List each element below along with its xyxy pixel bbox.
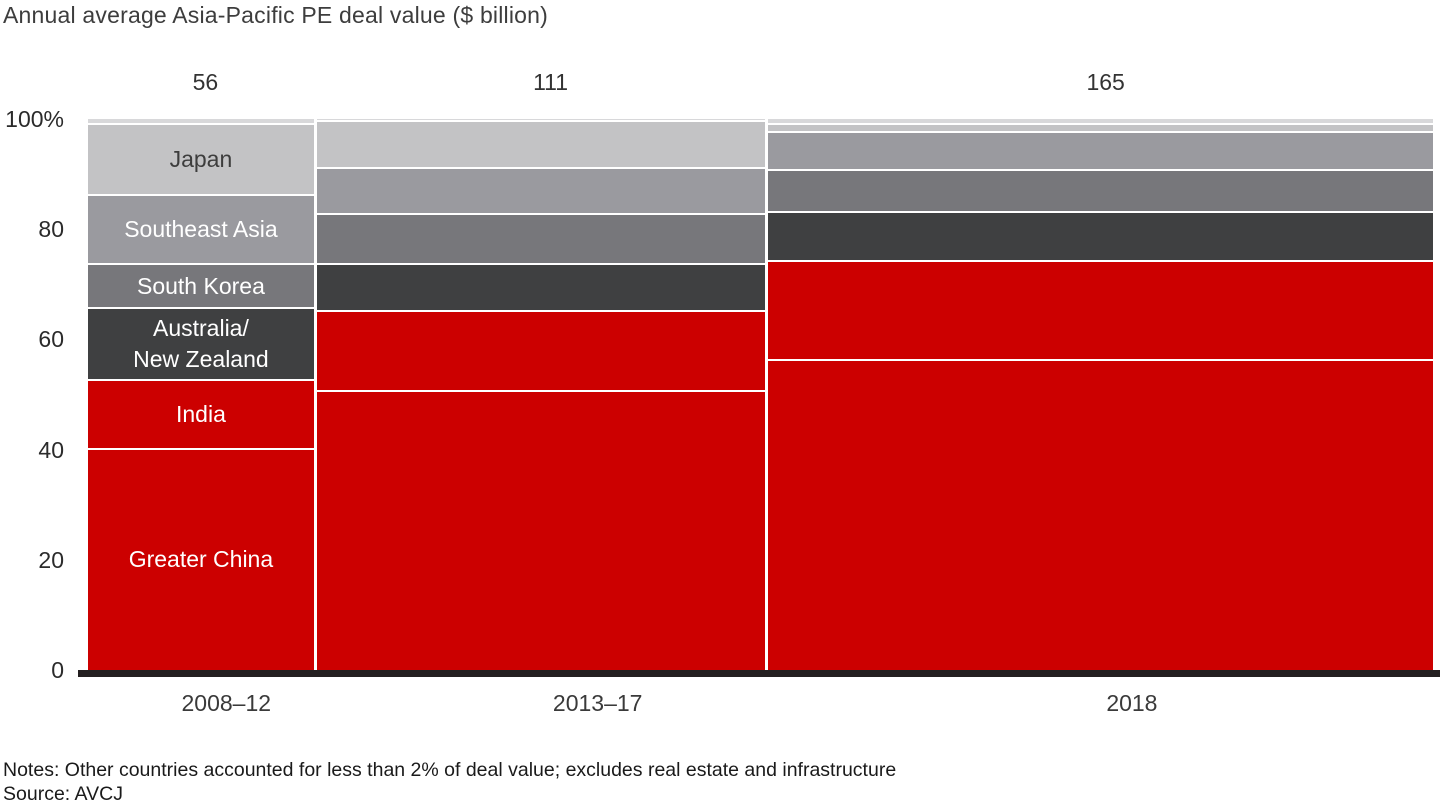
source-text: Source: AVCJ [3, 782, 123, 805]
total-label-2013-17: 111 [533, 68, 569, 95]
segment-label-japan: Japan [169, 145, 233, 172]
segment-india: India [88, 380, 314, 450]
x-axis-category-label-2013-17: 2013–17 [552, 689, 643, 716]
segment-india [767, 262, 1433, 362]
segment-other [316, 119, 765, 122]
segment-south-korea [316, 215, 765, 265]
total-label-2008-12: 56 [192, 68, 219, 95]
y-tick-label-40: 40 [38, 436, 64, 463]
segment-australia-new-zealand: Australia/ New Zealand [88, 309, 314, 381]
chart-title: Annual average Asia-Pacific PE deal valu… [3, 2, 549, 28]
segment-label-india: India [175, 400, 226, 427]
totals-row: 56 111 165 [88, 68, 1433, 96]
segment-southeast-asia [767, 132, 1433, 172]
segment-label-south-korea: South Korea [136, 272, 265, 299]
segment-southeast-asia [316, 168, 765, 216]
y-tick-label-60: 60 [38, 325, 64, 352]
segment-southeast-asia: Southeast Asia [88, 196, 314, 265]
segment-japan [316, 121, 765, 169]
segment-greater-china [316, 391, 765, 670]
segment-greater-china: Greater China [88, 449, 314, 670]
segment-label-greater-china: Greater China [128, 546, 274, 573]
segment-australia-new-zealand [316, 264, 765, 312]
y-tick-label-20: 20 [38, 546, 64, 573]
y-tick-label-0: 0 [51, 656, 64, 683]
bar-2018 [767, 119, 1433, 670]
x-axis-baseline [78, 670, 1440, 677]
segment-japan [767, 124, 1433, 133]
y-tick-label-80: 80 [38, 215, 64, 242]
segment-india [316, 311, 765, 392]
segment-label-southeast-asia: Southeast Asia [124, 216, 278, 243]
notes-text: Notes: Other countries accounted for les… [3, 759, 897, 781]
footer-notes: Notes: Other countries accounted for les… [3, 759, 896, 806]
x-axis-labels-row: 2008–12 2013–17 2018 [88, 688, 1433, 718]
segment-south-korea [767, 171, 1433, 213]
y-axis: 100% 80 60 40 20 0 [0, 106, 64, 683]
segment-label-australia-new-zealand: Australia/ New Zealand [133, 314, 269, 372]
x-axis-category-label-2018: 2018 [1106, 689, 1158, 716]
segment-other [88, 119, 314, 125]
bar-2008-12: Japan Southeast Asia South Korea Australia/… [88, 119, 314, 670]
segment-other [767, 119, 1433, 125]
total-label-2018: 165 [1086, 68, 1125, 95]
segment-japan: Japan [88, 124, 314, 197]
plot-area: Japan Southeast Asia South Korea Australia/… [88, 119, 1433, 670]
y-tick-label-100: 100% [5, 105, 64, 132]
segment-greater-china [767, 361, 1433, 670]
x-axis-category-label-2008-12: 2008–12 [181, 689, 272, 716]
segment-australia-new-zealand [767, 212, 1433, 263]
segment-south-korea: South Korea [88, 265, 314, 310]
bar-2013-17 [316, 119, 765, 670]
